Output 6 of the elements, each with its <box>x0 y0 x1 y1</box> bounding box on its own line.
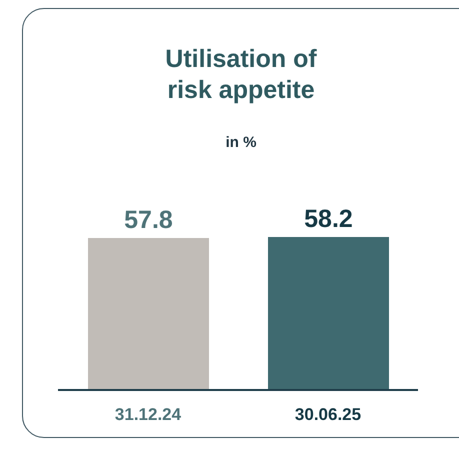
x-tick-label: 31.12.24 <box>114 405 182 424</box>
x-tick-label: 30.06.25 <box>294 405 362 424</box>
chart-subtitle: in % <box>224 134 258 151</box>
chart-title: Utilisation of risk appetite <box>164 44 318 106</box>
data-label: 57.8 <box>124 206 173 234</box>
data-label: 58.2 <box>304 205 353 233</box>
